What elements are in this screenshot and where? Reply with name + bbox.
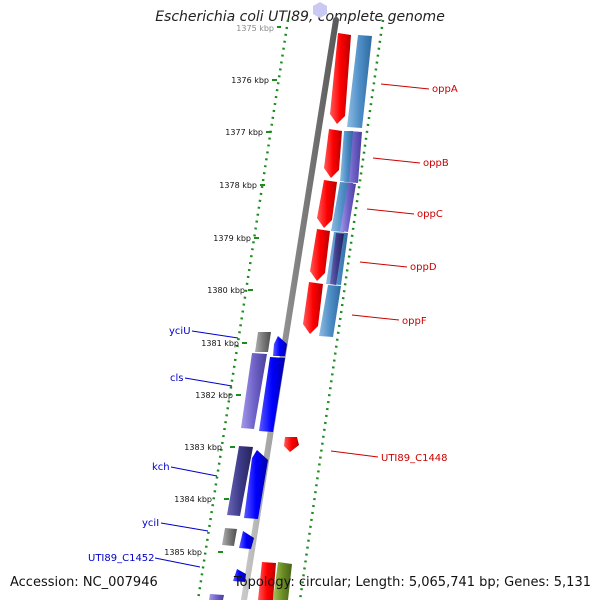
gene-feature[interactable] bbox=[324, 129, 342, 178]
ruler-label: 1381 kbp bbox=[201, 339, 239, 348]
reverse-strand-features bbox=[209, 332, 292, 600]
gene-label-oppD[interactable]: oppD bbox=[410, 262, 437, 273]
cds-feature[interactable] bbox=[319, 285, 341, 337]
ruler-label: 1384 kbp bbox=[174, 495, 212, 504]
cds-feature[interactable] bbox=[273, 562, 292, 600]
reverse-gene-labels: yciU cls kch yciI UTI89_C1452 bbox=[88, 326, 239, 568]
cds-feature[interactable] bbox=[340, 183, 356, 232]
ruler-tick: 1375 kbp bbox=[236, 24, 281, 33]
ruler-tick: 1384 kbp bbox=[174, 495, 229, 504]
gene-feature[interactable] bbox=[273, 336, 287, 356]
ruler-tick: 1376 kbp bbox=[231, 76, 277, 85]
ruler-tick: 1377 kbp bbox=[225, 128, 271, 137]
gene-label-oppB[interactable]: oppB bbox=[423, 158, 449, 169]
gene-feature[interactable] bbox=[258, 562, 276, 600]
gene-feature[interactable] bbox=[284, 437, 299, 452]
gene-feature[interactable] bbox=[303, 282, 323, 334]
gene-label-kch[interactable]: kch bbox=[152, 462, 170, 473]
gene-feature[interactable] bbox=[239, 531, 254, 549]
forward-gene-labels: oppA oppB oppC oppD oppF UTI89_C1448 bbox=[330, 83, 458, 464]
ruler-label: 1377 kbp bbox=[225, 128, 263, 137]
gene-feature[interactable] bbox=[244, 450, 268, 519]
ruler-tick: 1381 kbp bbox=[201, 339, 247, 348]
ruler-tick: 1382 kbp bbox=[195, 391, 241, 400]
gene-feature[interactable] bbox=[259, 357, 285, 432]
ruler-label: 1379 kbp bbox=[213, 234, 251, 243]
ruler-label: 1375 kbp bbox=[236, 24, 274, 33]
accession-label: Accession: NC_007946 bbox=[10, 575, 158, 590]
cds-feature[interactable] bbox=[222, 528, 237, 546]
gene-feature[interactable] bbox=[310, 229, 330, 281]
ruler-tick: 1385 kbp bbox=[164, 548, 223, 557]
ruler-label: 1380 kbp bbox=[207, 286, 245, 295]
gene-feature[interactable] bbox=[233, 569, 246, 582]
forward-strand-features bbox=[258, 33, 351, 600]
gc-skew-track-left bbox=[196, 19, 290, 600]
genome-summary: Topology: circular; Length: 5,065,741 bp… bbox=[233, 575, 591, 590]
gene-label-yciU[interactable]: yciU bbox=[169, 326, 191, 337]
ruler-label: 1382 kbp bbox=[195, 391, 233, 400]
gene-label-yciI[interactable]: yciI bbox=[142, 518, 159, 529]
ruler-tick: 1383 kbp bbox=[184, 443, 235, 452]
ruler-label: 1378 kbp bbox=[219, 181, 257, 190]
cds-feature[interactable] bbox=[330, 233, 344, 285]
ruler-tick: 1378 kbp bbox=[219, 181, 265, 190]
gene-label-UTI89-C1448[interactable]: UTI89_C1448 bbox=[381, 453, 448, 464]
cds-track bbox=[319, 35, 372, 337]
partial-feature-top bbox=[313, 2, 327, 18]
cds-feature[interactable] bbox=[227, 446, 253, 516]
gene-feature[interactable] bbox=[317, 180, 337, 228]
gene-label-oppA[interactable]: oppA bbox=[432, 84, 458, 95]
ruler-tick: 1380 kbp bbox=[207, 286, 253, 295]
ruler-label: 1385 kbp bbox=[164, 548, 202, 557]
cds-feature[interactable] bbox=[255, 332, 271, 352]
gene-label-oppF[interactable]: oppF bbox=[402, 316, 427, 327]
cds-feature[interactable] bbox=[241, 353, 267, 429]
ruler-label: 1376 kbp bbox=[231, 76, 269, 85]
gene-feature[interactable] bbox=[330, 33, 351, 124]
ruler: 1375 kbp 1376 kbp 1377 kbp 1378 kbp 1379… bbox=[164, 24, 281, 557]
cds-feature[interactable] bbox=[340, 131, 353, 182]
ruler-label: 1383 kbp bbox=[184, 443, 222, 452]
cds-feature[interactable] bbox=[209, 594, 224, 600]
cds-feature[interactable] bbox=[347, 35, 372, 128]
gene-label-oppC[interactable]: oppC bbox=[417, 209, 443, 220]
genome-title: Escherichia coli UTI89, complete genome bbox=[155, 9, 445, 25]
ruler-tick: 1379 kbp bbox=[213, 234, 259, 243]
gene-label-UTI89-C1452[interactable]: UTI89_C1452 bbox=[88, 553, 155, 564]
gene-label-cls[interactable]: cls bbox=[170, 373, 184, 384]
